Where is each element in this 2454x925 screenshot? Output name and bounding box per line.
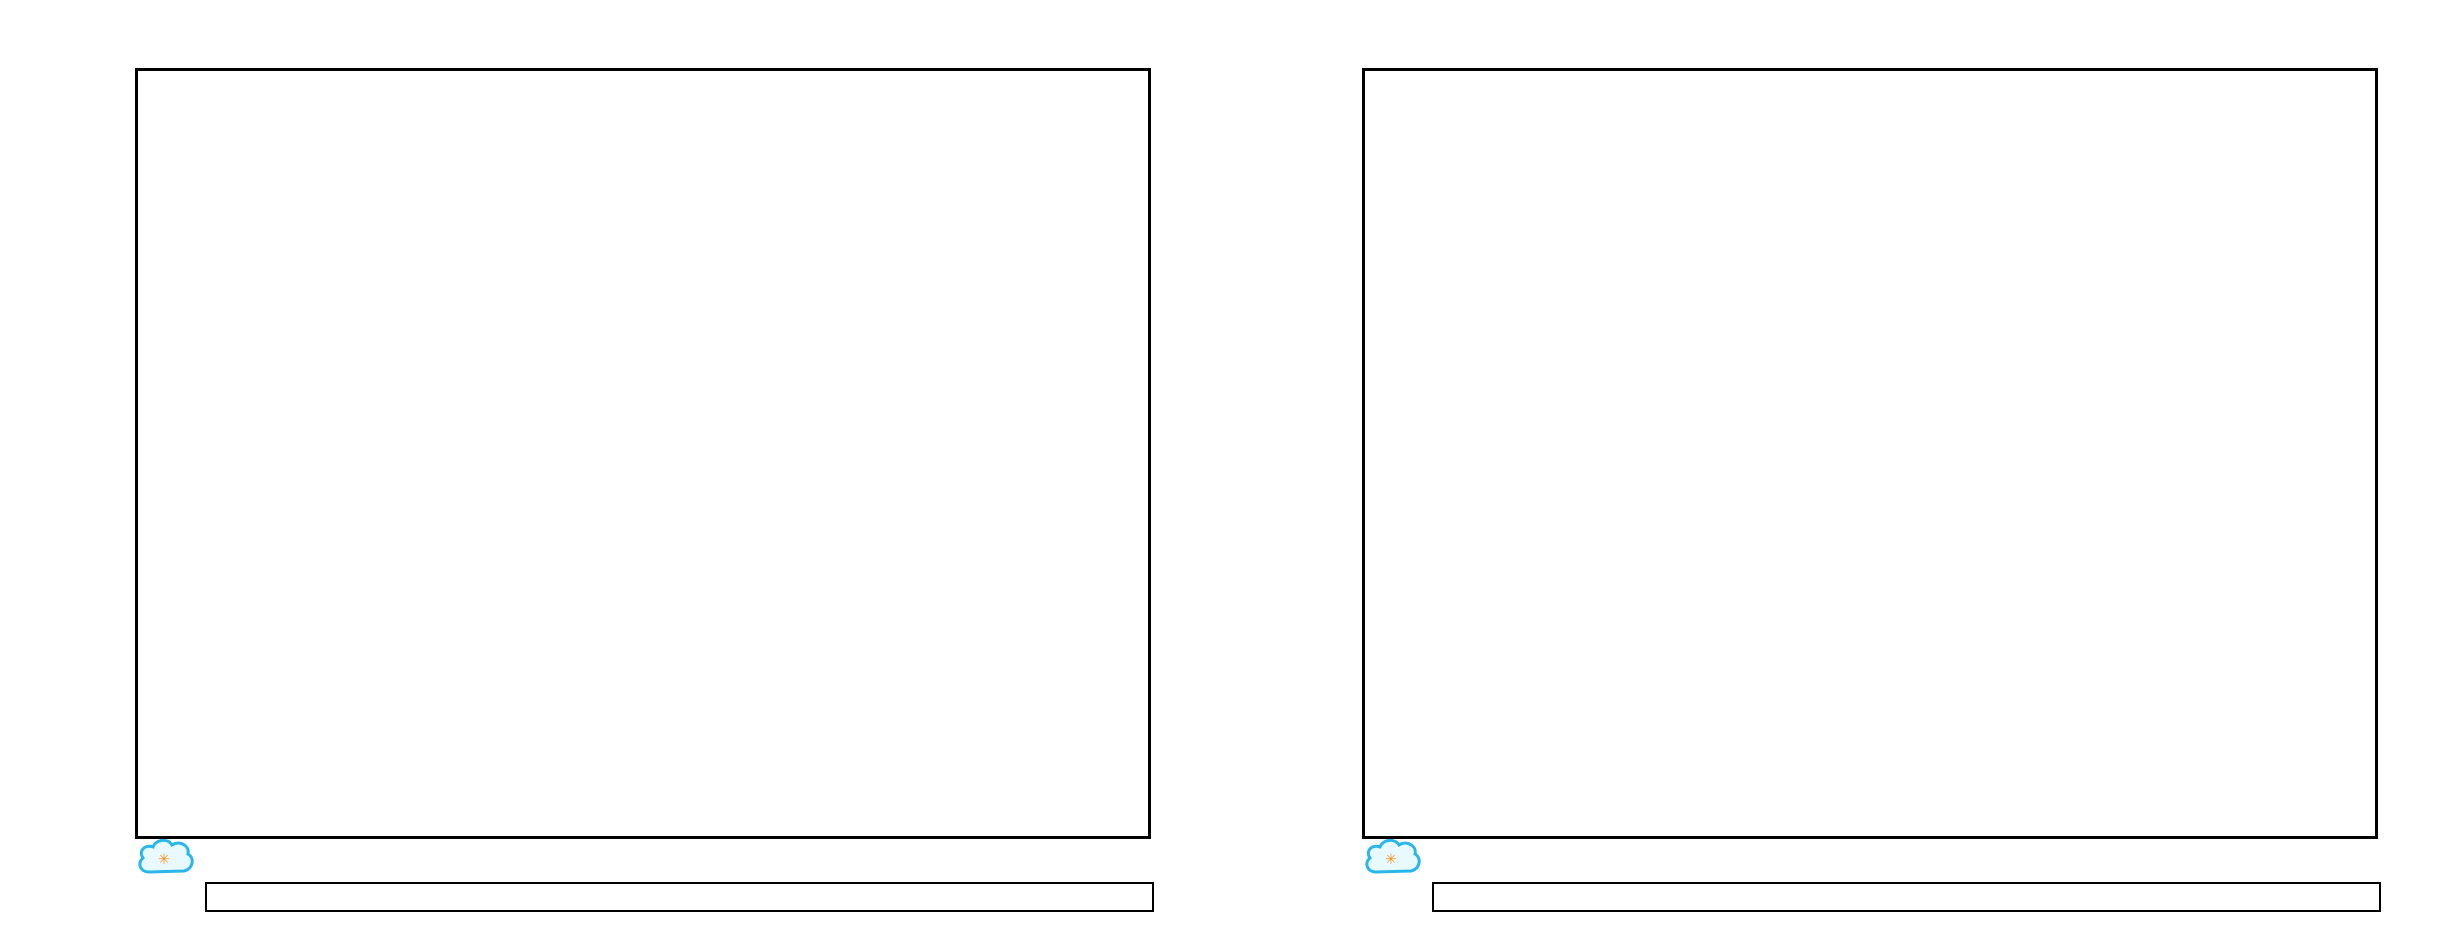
seevccc-logo: ✳ [135, 836, 207, 878]
ecmwf-forecast-panel: ✳ [135, 68, 1154, 925]
svg-text:✳: ✳ [1385, 847, 1396, 869]
snow-cloud-icon: ✳ [1365, 838, 1421, 874]
snow-scale-labels [1432, 908, 2381, 925]
snow-cloud-icon: ✳ [138, 838, 194, 874]
map-label-layer [138, 71, 1148, 836]
svg-text:✳: ✳ [158, 847, 169, 869]
snow-color-scale [1432, 882, 2381, 912]
forecast-map [1362, 68, 2378, 839]
snow-scale-labels [205, 908, 1154, 925]
seevccc-logo: ✳ [1362, 836, 1434, 878]
snow-color-scale [205, 882, 1154, 912]
dream8-forecast-panel: ✳ [1227, 0, 2454, 925]
forecast-map [135, 68, 1151, 839]
map-label-layer [1365, 71, 2375, 836]
